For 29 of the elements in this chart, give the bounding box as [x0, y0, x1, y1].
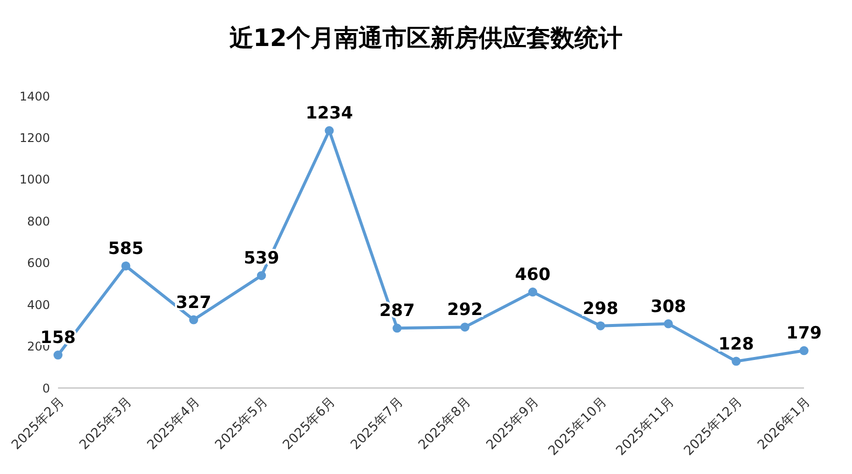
y-tick-label: 1400 — [19, 89, 50, 104]
point — [324, 126, 334, 136]
point — [460, 322, 470, 332]
data-label: 460 — [514, 265, 551, 286]
y-tick-label: 600 — [27, 256, 50, 270]
y-tick-label: 1000 — [19, 172, 50, 187]
y-tick-label: 0 — [42, 381, 50, 396]
point — [528, 288, 538, 297]
y-tick-label: 800 — [27, 214, 50, 228]
point — [392, 324, 402, 333]
data-label: 128 — [718, 334, 754, 354]
chart-title: 近12个月南通市区新房供应套数统计 — [228, 23, 624, 54]
data-label: 298 — [582, 298, 618, 319]
point — [800, 346, 808, 356]
y-tick-label: 400 — [27, 298, 50, 312]
data-label: 585 — [108, 238, 144, 259]
data-label: 1234 — [306, 104, 354, 124]
point — [189, 315, 198, 324]
point — [54, 350, 62, 360]
data-label: 327 — [176, 292, 212, 313]
point — [732, 356, 741, 366]
data-label: 179 — [786, 324, 822, 344]
point — [596, 321, 606, 330]
point — [664, 319, 673, 328]
y-tick-label: 1200 — [19, 130, 50, 145]
point — [121, 261, 130, 270]
data-label: 308 — [650, 296, 686, 317]
point — [256, 271, 266, 280]
data-label: 292 — [447, 300, 483, 320]
